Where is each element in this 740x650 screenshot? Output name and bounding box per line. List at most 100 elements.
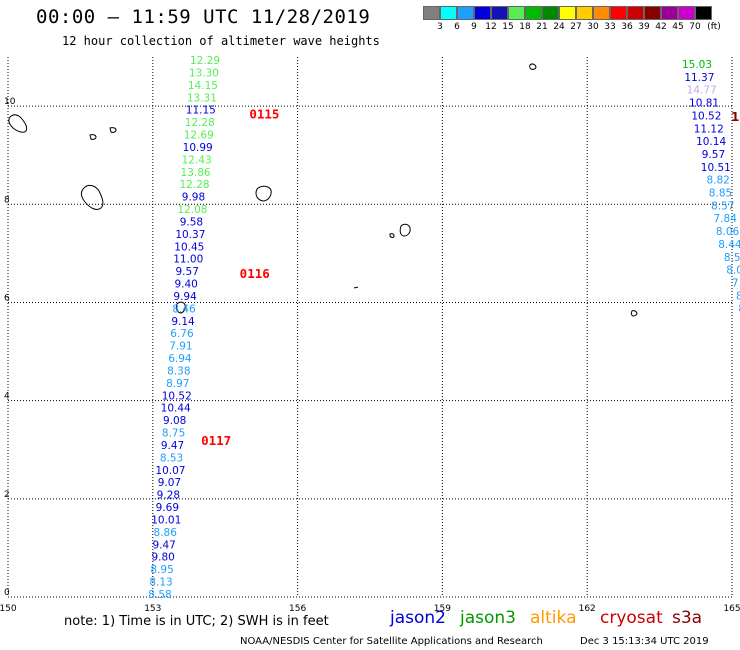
scale-label: 9 <box>471 22 477 32</box>
wave-height-value: 9.40 <box>174 279 197 291</box>
wave-height-value: 6.94 <box>168 353 192 365</box>
wave-height-value: 9.58 <box>180 216 203 228</box>
legend-jason2: jason2 <box>390 608 446 628</box>
wave-height-value: 14.15 <box>188 80 218 92</box>
scale-label: 70 <box>689 22 701 32</box>
scale-swatch <box>610 6 627 20</box>
scale-swatch <box>491 6 508 20</box>
x-tick-label: 156 <box>289 604 306 614</box>
wave-height-value: 9.28 <box>157 490 180 502</box>
wave-height-value: 7.91 <box>169 341 192 353</box>
x-tick-label: 150 <box>0 604 17 614</box>
scale-swatch <box>576 6 593 20</box>
wave-height-value: 10.07 <box>155 465 185 477</box>
wave-height-value: 13.30 <box>189 67 219 79</box>
legend-altika: altika <box>530 608 577 628</box>
map-grid <box>7 57 733 598</box>
legend-cryosat: cryosat <box>600 608 663 628</box>
track-id-label: 0117 <box>201 433 231 448</box>
island-outline <box>175 301 186 314</box>
wave-height-value: 9.94 <box>173 291 197 303</box>
wave-height-value: 12.69 <box>184 130 214 142</box>
wave-height-value: 9.47 <box>152 539 175 551</box>
wave-height-value: 13.31 <box>187 92 217 104</box>
wave-height-value: 7. <box>732 277 740 289</box>
wave-height-value: 12.08 <box>177 204 207 216</box>
wave-height-value: 8.44 <box>718 239 740 251</box>
wave-height-value: 12.28 <box>185 117 215 129</box>
wave-height-value: 11.37 <box>684 72 714 84</box>
wave-height-value: 9.98 <box>182 192 205 204</box>
wave-height-value: 8.53 <box>160 452 183 464</box>
scale-label: 39 <box>638 22 650 32</box>
scale-swatch <box>661 6 678 20</box>
island-outline <box>8 114 28 133</box>
wave-height-value: 12.28 <box>180 179 210 191</box>
wave-height-value: 12.43 <box>182 154 212 166</box>
track-edge-label: 1 <box>731 110 739 124</box>
wave-height-value: 15.03 <box>682 59 712 71</box>
x-tick-label: 162 <box>579 604 596 614</box>
wave-height-value: 10.44 <box>161 403 191 415</box>
scale-label: 12 <box>485 22 497 32</box>
scale-label: 27 <box>570 22 582 32</box>
island-outline <box>399 223 411 237</box>
render-date: Dec 3 15:13:34 UTC 2019 <box>580 636 709 647</box>
scale-swatch <box>423 6 440 20</box>
wave-height-value: 10.37 <box>175 229 205 241</box>
wave-height-value: 10.14 <box>696 136 726 148</box>
wave-height-value: 10.81 <box>689 98 719 110</box>
scale-label: 36 <box>621 22 633 32</box>
wave-height-value: 9.69 <box>156 502 179 514</box>
y-tick-label: 6 <box>4 293 10 303</box>
scale-label: 15 <box>502 22 514 32</box>
island-outline <box>89 134 97 140</box>
wave-height-value: 11.15 <box>186 105 216 117</box>
wave-height-value: 6.76 <box>170 328 194 340</box>
legend-jason3: jason3 <box>460 608 516 628</box>
wave-height-value: 9.47 <box>161 440 184 452</box>
wave-height-value: 8.58 <box>148 589 171 601</box>
wave-height-value: 8.06 <box>716 226 740 238</box>
wave-height-value: 9.08 <box>163 415 186 427</box>
scale-swatch <box>457 6 474 20</box>
track-labels: 0115 0116 0117 <box>201 106 279 447</box>
wave-height-value: 8.13 <box>149 577 172 589</box>
wave-height-value: 9.57 <box>176 266 199 278</box>
scale-label: 3 <box>437 22 443 32</box>
wave-height-value: 8.85 <box>709 188 732 200</box>
x-tick-label: 165 <box>723 604 740 614</box>
wave-height-value: 8.0 <box>726 265 740 277</box>
wave-height-value: 10.99 <box>183 142 213 154</box>
wave-height-value: 8.86 <box>154 527 178 539</box>
y-tick-label: 4 <box>4 392 10 402</box>
island-outline <box>109 127 117 133</box>
wave-height-value: 13.86 <box>181 167 211 179</box>
wave-height-value: 8.75 <box>162 428 185 440</box>
color-scale-bar <box>423 6 712 20</box>
island-outline <box>529 63 537 70</box>
scale-swatch <box>474 6 491 20</box>
scale-label: 21 <box>536 22 548 32</box>
scale-swatch <box>695 6 712 20</box>
scale-swatch <box>525 6 542 20</box>
wave-height-value: 14.77 <box>687 85 717 97</box>
island-outline <box>630 310 638 317</box>
wave-height-value: 10.01 <box>151 514 181 526</box>
scale-swatch <box>542 6 559 20</box>
wave-height-value: 8.46 <box>172 303 196 315</box>
wave-height-value: 9.14 <box>171 316 195 328</box>
wave-height-value: 8.82 <box>706 175 729 187</box>
scale-label: 24 <box>553 22 565 32</box>
wave-height-value: 8.97 <box>166 378 189 390</box>
track-values: 12.2913.3014.1513.3111.1512.2812.6910.99… <box>148 55 740 601</box>
wave-height-value: 11.12 <box>694 123 724 135</box>
scale-label: 6 <box>454 22 460 32</box>
wave-height-value: 10.51 <box>701 162 731 174</box>
scale-unit-label: (ft) <box>707 22 721 32</box>
wave-height-value: 8 <box>736 290 740 302</box>
y-tick-label: 10 <box>4 97 16 107</box>
scale-label: 42 <box>655 22 667 32</box>
scale-label: 45 <box>672 22 684 32</box>
scale-label: 33 <box>604 22 616 32</box>
